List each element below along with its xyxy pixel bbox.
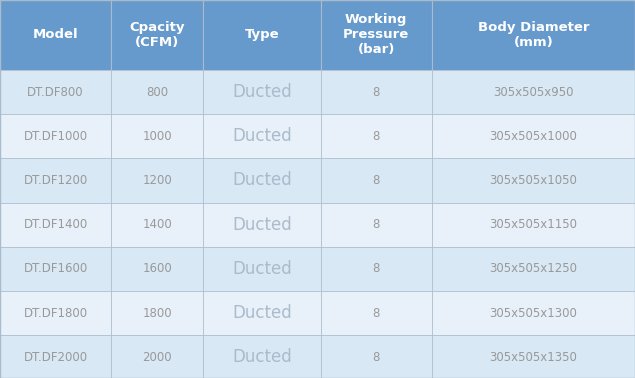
Text: Ducted: Ducted — [232, 304, 292, 322]
FancyBboxPatch shape — [321, 291, 432, 335]
FancyBboxPatch shape — [0, 335, 111, 378]
FancyBboxPatch shape — [321, 114, 432, 158]
FancyBboxPatch shape — [432, 247, 635, 291]
FancyBboxPatch shape — [203, 70, 321, 114]
FancyBboxPatch shape — [0, 203, 111, 247]
FancyBboxPatch shape — [111, 158, 203, 203]
Text: 1200: 1200 — [142, 174, 172, 187]
FancyBboxPatch shape — [203, 0, 321, 70]
FancyBboxPatch shape — [203, 335, 321, 378]
FancyBboxPatch shape — [321, 203, 432, 247]
Text: 8: 8 — [373, 174, 380, 187]
Text: 305x505x950: 305x505x950 — [493, 85, 573, 99]
FancyBboxPatch shape — [321, 247, 432, 291]
Text: Cpacity
(CFM): Cpacity (CFM) — [130, 21, 185, 49]
FancyBboxPatch shape — [321, 70, 432, 114]
Text: Ducted: Ducted — [232, 83, 292, 101]
Text: 8: 8 — [373, 351, 380, 364]
FancyBboxPatch shape — [111, 203, 203, 247]
FancyBboxPatch shape — [321, 335, 432, 378]
FancyBboxPatch shape — [0, 0, 111, 70]
Text: DT.DF1000: DT.DF1000 — [23, 130, 88, 143]
FancyBboxPatch shape — [0, 247, 111, 291]
Text: Working
Pressure
(bar): Working Pressure (bar) — [343, 14, 410, 56]
Text: 8: 8 — [373, 307, 380, 320]
FancyBboxPatch shape — [432, 291, 635, 335]
FancyBboxPatch shape — [203, 247, 321, 291]
Text: Model: Model — [33, 28, 78, 42]
Text: DT.DF1800: DT.DF1800 — [23, 307, 88, 320]
FancyBboxPatch shape — [0, 70, 111, 114]
Text: Body Diameter
(mm): Body Diameter (mm) — [478, 21, 589, 49]
Text: 1600: 1600 — [142, 262, 172, 276]
FancyBboxPatch shape — [432, 203, 635, 247]
FancyBboxPatch shape — [111, 247, 203, 291]
Text: DT.DF800: DT.DF800 — [27, 85, 84, 99]
FancyBboxPatch shape — [321, 158, 432, 203]
Text: DT.DF1600: DT.DF1600 — [23, 262, 88, 276]
Text: 1400: 1400 — [142, 218, 172, 231]
FancyBboxPatch shape — [203, 158, 321, 203]
FancyBboxPatch shape — [0, 114, 111, 158]
FancyBboxPatch shape — [111, 114, 203, 158]
Text: 305x505x1350: 305x505x1350 — [490, 351, 577, 364]
FancyBboxPatch shape — [432, 158, 635, 203]
FancyBboxPatch shape — [203, 203, 321, 247]
FancyBboxPatch shape — [111, 0, 203, 70]
Text: Ducted: Ducted — [232, 127, 292, 145]
Text: 800: 800 — [146, 85, 168, 99]
Text: Ducted: Ducted — [232, 349, 292, 366]
Text: 8: 8 — [373, 262, 380, 276]
Text: 8: 8 — [373, 85, 380, 99]
FancyBboxPatch shape — [321, 0, 432, 70]
FancyBboxPatch shape — [0, 158, 111, 203]
Text: DT.DF1400: DT.DF1400 — [23, 218, 88, 231]
Text: 305x505x1250: 305x505x1250 — [490, 262, 577, 276]
Text: 1800: 1800 — [142, 307, 172, 320]
Text: Ducted: Ducted — [232, 172, 292, 189]
Text: 305x505x1000: 305x505x1000 — [490, 130, 577, 143]
Text: Ducted: Ducted — [232, 216, 292, 234]
Text: 305x505x1300: 305x505x1300 — [490, 307, 577, 320]
FancyBboxPatch shape — [432, 114, 635, 158]
FancyBboxPatch shape — [111, 291, 203, 335]
Text: 305x505x1150: 305x505x1150 — [490, 218, 577, 231]
FancyBboxPatch shape — [0, 291, 111, 335]
Text: 8: 8 — [373, 130, 380, 143]
FancyBboxPatch shape — [203, 291, 321, 335]
FancyBboxPatch shape — [203, 114, 321, 158]
Text: 2000: 2000 — [142, 351, 172, 364]
Text: Type: Type — [244, 28, 279, 42]
FancyBboxPatch shape — [432, 70, 635, 114]
Text: 1000: 1000 — [142, 130, 172, 143]
Text: DT.DF2000: DT.DF2000 — [23, 351, 88, 364]
FancyBboxPatch shape — [432, 0, 635, 70]
Text: 305x505x1050: 305x505x1050 — [490, 174, 577, 187]
FancyBboxPatch shape — [111, 335, 203, 378]
FancyBboxPatch shape — [111, 70, 203, 114]
Text: DT.DF1200: DT.DF1200 — [23, 174, 88, 187]
Text: Ducted: Ducted — [232, 260, 292, 278]
Text: 8: 8 — [373, 218, 380, 231]
FancyBboxPatch shape — [432, 335, 635, 378]
